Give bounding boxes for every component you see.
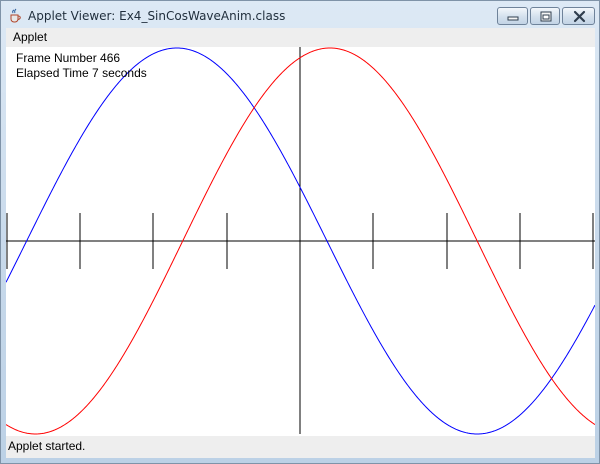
minimize-button[interactable]: [497, 7, 528, 25]
red-wave-curve: [6, 47, 595, 435]
maximize-icon: [540, 11, 552, 22]
maximize-button[interactable]: [530, 7, 560, 25]
menu-bar: Applet: [6, 28, 595, 47]
window-title: Applet Viewer: Ex4_SinCosWaveAnim.class: [28, 9, 286, 23]
wave-plot: [6, 47, 595, 435]
applet-canvas[interactable]: Frame Number 466 Elapsed Time 7 seconds: [6, 47, 595, 436]
title-bar[interactable]: Applet Viewer: Ex4_SinCosWaveAnim.class: [1, 1, 599, 31]
status-text: Applet started.: [8, 439, 86, 453]
close-icon: [573, 10, 586, 23]
elapsed-time-prefix: Elapsed Time: [16, 66, 89, 80]
status-bar: Applet started.: [6, 436, 595, 458]
applet-client-area: Applet Frame Number 466 Elapsed Time 7 s…: [6, 28, 595, 458]
java-cup-icon: [10, 8, 21, 23]
frame-number-text: Frame Number 466: [16, 51, 120, 65]
menu-applet[interactable]: Applet: [13, 30, 48, 44]
elapsed-time-text: Elapsed Time 7 seconds: [16, 66, 147, 80]
frame-number-label: Frame Number: [16, 51, 97, 65]
frame-number-value: 466: [100, 51, 121, 65]
minimize-icon: [507, 16, 519, 21]
close-button[interactable]: [562, 7, 595, 25]
elapsed-time-value: 7: [92, 66, 99, 80]
blue-wave-curve: [6, 47, 595, 435]
elapsed-time-suffix: seconds: [102, 66, 147, 80]
